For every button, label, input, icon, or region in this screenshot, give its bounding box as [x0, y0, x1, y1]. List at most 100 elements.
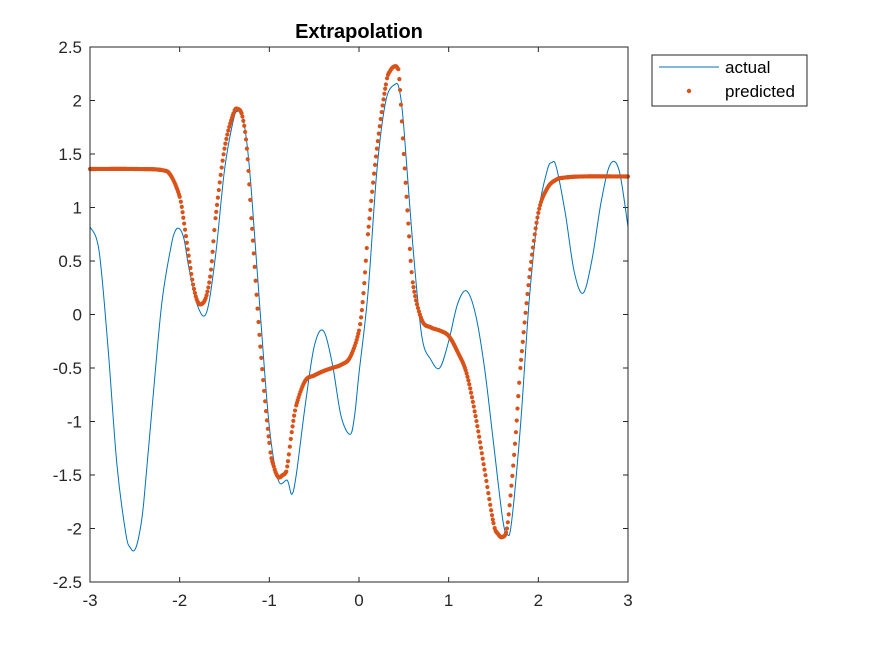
series-predicted-point [535, 215, 540, 220]
x-tick-label: 0 [354, 591, 363, 610]
series-predicted-point [246, 168, 251, 174]
series-predicted-point [267, 440, 272, 445]
series-predicted-point [366, 224, 371, 229]
series-predicted-point [505, 520, 510, 525]
series-predicted-point [515, 406, 520, 411]
series-predicted-point [531, 238, 536, 243]
series-predicted-point [263, 409, 269, 414]
series-predicted-point [364, 245, 369, 251]
series-predicted-point [383, 82, 388, 87]
series-predicted-point [257, 332, 262, 337]
axes-box [89, 46, 629, 583]
series-predicted-point [208, 267, 214, 272]
series-predicted-point [534, 220, 539, 225]
series-predicted-point [214, 209, 219, 214]
y-tick-label: 0 [73, 306, 82, 325]
series-predicted-point [248, 197, 253, 203]
series-predicted-point [411, 285, 416, 290]
series-predicted-point [287, 444, 292, 449]
series-predicted-point [181, 215, 186, 220]
series-predicted-point [375, 139, 380, 144]
series-predicted-point [211, 239, 216, 244]
series-predicted-point [487, 496, 492, 502]
series-predicted-point [467, 382, 472, 387]
series-predicted-point [477, 440, 483, 445]
series-predicted-point [480, 456, 485, 461]
series-predicted-point [263, 399, 268, 404]
series-predicted-point [491, 521, 496, 526]
series-predicted-point [218, 172, 223, 177]
series-predicted-point [224, 136, 229, 141]
series-predicted-point [205, 289, 210, 294]
y-tick-label: -2 [67, 520, 82, 539]
series-predicted-point [212, 227, 217, 233]
series-predicted-point [529, 252, 535, 257]
series-predicted-point [367, 216, 372, 221]
series-predicted-point [208, 274, 213, 279]
legend-box [651, 54, 808, 107]
series-predicted-point [399, 119, 405, 124]
series-predicted-point [397, 87, 403, 93]
series-predicted-point [412, 289, 417, 294]
y-tick-label: -0.5 [53, 359, 82, 378]
series-predicted-point [504, 526, 510, 531]
series-predicted-point [401, 151, 406, 157]
series-predicted-point [180, 210, 185, 215]
series-predicted-point [468, 386, 473, 391]
y-tick-label: 1.5 [58, 145, 82, 164]
series-predicted-point [239, 111, 244, 116]
series-predicted-point [379, 109, 384, 115]
series-predicted-point [286, 452, 291, 457]
series-predicted-point [254, 292, 259, 297]
x-tick-label: -1 [262, 591, 277, 610]
series-predicted-point [526, 283, 531, 288]
series-predicted-point [514, 418, 519, 423]
series-predicted-point [512, 452, 517, 457]
series-predicted-point [191, 282, 196, 287]
series-predicted-point [372, 162, 378, 167]
series-predicted-point [183, 234, 189, 239]
series-predicted-point [528, 267, 533, 272]
series-predicted-point [271, 464, 276, 469]
y-tick-label: 2 [73, 92, 82, 111]
series-predicted-point [398, 102, 404, 107]
series-predicted-point [261, 378, 266, 383]
series-predicted-point [503, 530, 509, 535]
series-predicted-point [221, 152, 226, 157]
x-tick-label: 3 [623, 591, 632, 610]
series-predicted-point [524, 301, 529, 306]
series-predicted-point [227, 124, 232, 130]
series-predicted-point [522, 320, 527, 325]
series-predicted-point [405, 208, 410, 213]
series-predicted-point [518, 365, 523, 371]
series-predicted-point [206, 285, 211, 290]
series-predicted-point [479, 451, 484, 456]
series-predicted-point [468, 390, 474, 395]
series-predicted-point [506, 512, 511, 517]
series-predicted-point [469, 395, 475, 400]
series-predicted-point [481, 462, 486, 467]
series-predicted-point [209, 259, 214, 264]
series-predicted-point [363, 258, 368, 263]
series-predicted-point [250, 226, 255, 231]
series-actual-line [89, 82, 629, 552]
series-predicted-point [523, 310, 528, 315]
series-predicted-point [192, 290, 198, 296]
series-predicted-point [243, 129, 248, 135]
series-predicted-point [242, 123, 247, 128]
series-predicted-point [513, 430, 519, 435]
series-predicted-point [470, 399, 475, 404]
series-predicted-point [477, 434, 482, 439]
series-predicted-point [259, 355, 264, 360]
series-predicted-point [250, 238, 256, 243]
legend-predicted-label: predicted [725, 82, 795, 101]
series-predicted-point [509, 483, 514, 488]
series-predicted-point [361, 291, 366, 296]
series-predicted-point [525, 291, 530, 297]
series-predicted-point [475, 424, 480, 429]
series-predicted-point [269, 456, 274, 461]
series-predicted-point [266, 434, 271, 439]
series-predicted-point [489, 513, 495, 518]
series-predicted-point [368, 207, 373, 212]
series-predicted-point [358, 321, 363, 327]
